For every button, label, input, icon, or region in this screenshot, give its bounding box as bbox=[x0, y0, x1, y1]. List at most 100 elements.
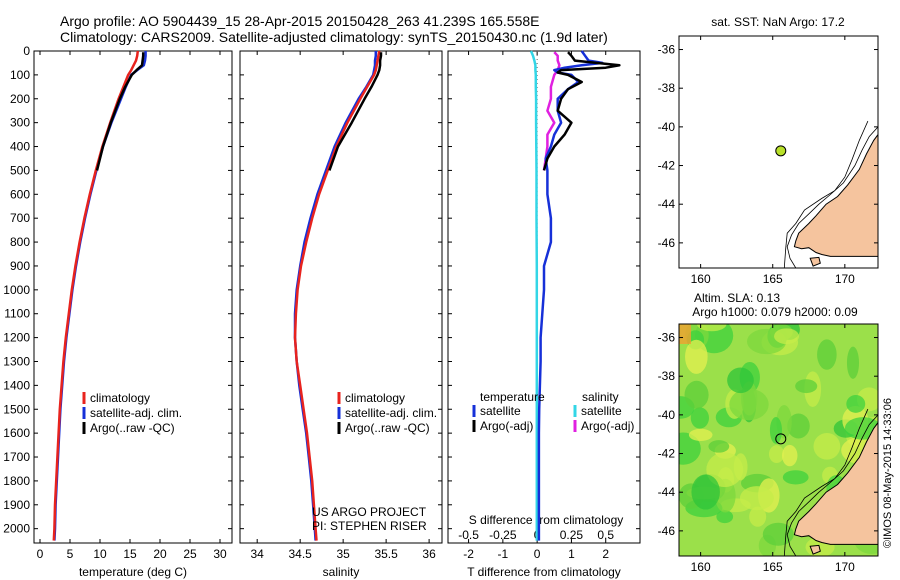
tdiff-xtick-label: 0 bbox=[534, 547, 541, 561]
sst-lat-label: -42 bbox=[658, 159, 676, 173]
sla-sla-blob bbox=[762, 522, 794, 546]
sla-lat-label: -44 bbox=[658, 485, 676, 499]
salinity-argo-line bbox=[328, 52, 383, 171]
sla-map-area bbox=[679, 324, 878, 556]
figure-title-line2: Climatology: CARS2009. Satellite-adjuste… bbox=[60, 29, 608, 45]
copyright-label: ©IMOS 08-May-2015 14:33:06 bbox=[882, 398, 894, 548]
sla-sla-blob bbox=[768, 445, 785, 464]
sst-lon-label: 160 bbox=[691, 272, 711, 286]
sla-lat-label: -46 bbox=[658, 524, 676, 538]
sst-lat-label: -38 bbox=[658, 81, 676, 95]
sla-sla-blob bbox=[782, 470, 809, 485]
sdiff-xlabel: S difference from climatology bbox=[469, 513, 624, 527]
sla-lat-label: -40 bbox=[658, 408, 676, 422]
temperature-xtick-label: 5 bbox=[67, 547, 74, 561]
sst-float-marker bbox=[775, 145, 787, 157]
sla-sla-blob bbox=[817, 339, 837, 370]
diff-legend-salinity-title: salinity bbox=[582, 390, 619, 404]
temperature-xtick-label: 0 bbox=[37, 547, 44, 561]
sla-lon-label: 170 bbox=[835, 560, 855, 574]
sla-sla-blob bbox=[739, 486, 774, 511]
temperature-legend-item: satellite-adj. clim. bbox=[90, 406, 182, 420]
depth-ytick-label: 800 bbox=[10, 235, 30, 249]
sst-map-area bbox=[783, 120, 878, 268]
salinity-argo-diff-line bbox=[542, 51, 561, 171]
salinity-satellite-line bbox=[293, 51, 378, 541]
temperature-panel: 0100200300400500600700800900100011001200… bbox=[3, 44, 233, 579]
depth-ytick-label: 1700 bbox=[3, 450, 30, 464]
tdiff-xtick-label: 1 bbox=[568, 547, 575, 561]
temperature-legend-item: Argo(..raw -QC) bbox=[90, 421, 175, 435]
salinity-legend-item: satellite-adj. clim. bbox=[345, 406, 437, 420]
depth-ytick-label: 100 bbox=[10, 68, 30, 82]
salinity-climatology-line bbox=[293, 50, 381, 541]
temperature-xtick-label: 25 bbox=[183, 547, 197, 561]
sst-map-frame bbox=[678, 35, 879, 269]
depth-ytick-label: 1500 bbox=[3, 402, 30, 416]
tdiff-xtick-label: 2 bbox=[602, 547, 609, 561]
depth-ytick-label: 700 bbox=[10, 211, 30, 225]
sdiff-tick-label: 0.5 bbox=[597, 528, 614, 542]
sla-sla-blob bbox=[679, 432, 701, 465]
salinity-xlabel: salinity bbox=[323, 565, 360, 579]
depth-ytick-label: 1100 bbox=[4, 307, 30, 321]
depth-ytick-label: 1000 bbox=[3, 283, 30, 297]
depth-ytick-label: 1200 bbox=[3, 331, 30, 345]
salinity-panel: 34 34.5 35 35.5 36 salinity climatologysatelli… bbox=[239, 50, 443, 579]
sla-sla-blob bbox=[729, 388, 769, 421]
salinity-plot-frame bbox=[239, 50, 443, 544]
sla-sla-blob bbox=[715, 478, 736, 513]
figure-title-line1: Argo profile: AO 5904439_15 28-Apr-2015 … bbox=[60, 13, 540, 29]
sla-sla-blob bbox=[684, 380, 709, 409]
sst-lat-label: -44 bbox=[658, 197, 676, 211]
depth-ytick-label: 1900 bbox=[3, 498, 30, 512]
sla-sla-blob bbox=[846, 394, 866, 413]
sla-sla-blob bbox=[769, 416, 783, 444]
sdiff-tick-label: 0.25 bbox=[560, 528, 584, 542]
sla-lat-label: -36 bbox=[658, 331, 676, 345]
temperature-xtick-label: 30 bbox=[213, 547, 227, 561]
depth-ytick-label: 200 bbox=[10, 92, 30, 106]
sla-sla-blob bbox=[774, 328, 800, 345]
sla-lon-label: 160 bbox=[691, 560, 711, 574]
sst-map-panel: -36 -38 -40 -42 -44 -46 160 165 170 sat. SST: NaN… bbox=[658, 15, 879, 286]
temperature-xlabel: temperature (deg C) bbox=[79, 565, 187, 579]
sst-lon-label: 170 bbox=[835, 272, 855, 286]
project-label: US ARGO PROJECT bbox=[312, 505, 427, 519]
sst-lat-label: -40 bbox=[658, 120, 676, 134]
sla-map-title: Altim. SLA: 0.13 bbox=[694, 291, 780, 305]
sla-lat-label: -38 bbox=[658, 369, 676, 383]
difference-panel: -2 -1 0 1 2 S difference from climatology-0.5… bbox=[447, 50, 641, 579]
depth-ytick-label: 2000 bbox=[3, 522, 30, 536]
sst-deep-contour bbox=[783, 120, 869, 268]
salinity-xtick-label: 36 bbox=[422, 547, 436, 561]
sla-sla-blob bbox=[749, 506, 767, 527]
sla-sla-blob bbox=[781, 444, 798, 467]
salinity-xtick-label: 34.5 bbox=[288, 547, 312, 561]
difference-plot-frame bbox=[447, 50, 641, 544]
depth-ytick-label: 1400 bbox=[3, 378, 30, 392]
diff-legend-s-argo: Argo(-adj) bbox=[581, 419, 634, 433]
sla-sla-blob bbox=[795, 379, 818, 394]
sla-sla-blob bbox=[706, 452, 744, 488]
depth-ytick-label: 300 bbox=[10, 116, 30, 130]
salinity-xtick-label: 35 bbox=[336, 547, 350, 561]
depth-ytick-label: 1300 bbox=[3, 354, 30, 368]
sla-sla-blob bbox=[733, 453, 748, 481]
sla-map-subtitle: Argo h1000: 0.079 h2000: 0.09 bbox=[692, 305, 858, 319]
sla-deep-contour bbox=[783, 408, 869, 556]
sla-shelf-contour bbox=[786, 414, 878, 556]
depth-ytick-label: 400 bbox=[10, 140, 30, 154]
temperature-xtick-label: 20 bbox=[153, 547, 167, 561]
sla-sla-blob bbox=[846, 346, 860, 379]
salinity-legend-item: Argo(..raw -QC) bbox=[345, 421, 430, 435]
sst-lat-label: -36 bbox=[658, 43, 676, 57]
temperature-satellite-line bbox=[53, 51, 147, 541]
sst-shelf-contour bbox=[786, 126, 878, 268]
depth-ytick-label: 600 bbox=[10, 187, 30, 201]
temperature-xtick-label: 15 bbox=[123, 547, 137, 561]
sla-stewart-island bbox=[809, 544, 821, 555]
sst-lon-label: 165 bbox=[763, 272, 783, 286]
sla-sla-blob bbox=[716, 510, 734, 524]
